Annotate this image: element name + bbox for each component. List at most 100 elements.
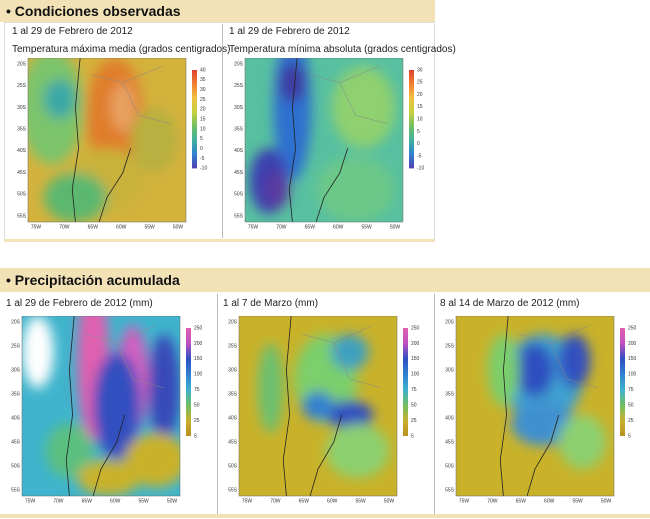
- lat-label: 55S: [445, 487, 455, 493]
- colorbar-label: 25: [194, 418, 200, 424]
- lon-label: 75W: [242, 498, 253, 504]
- colorbar-label: 100: [411, 372, 420, 378]
- lat-label: 20S: [234, 61, 244, 67]
- lon-label: 50W: [167, 498, 178, 504]
- map-fields: [487, 334, 607, 469]
- field: [516, 343, 554, 397]
- colorbar-label: 30: [417, 67, 423, 73]
- lon-label: 60W: [116, 224, 127, 230]
- field: [302, 391, 334, 421]
- map-fields: [249, 58, 396, 222]
- colorbar-label: 250: [628, 325, 637, 331]
- panel: 8 al 14 de Marzo de 2012 (mm) 20S 25S 30S 35…: [434, 294, 650, 514]
- lat-label: 25S: [234, 83, 244, 89]
- panel-subtitle: Temperatura mínima absoluta (grados cent…: [229, 44, 456, 55]
- colorbar-label: 35: [200, 77, 206, 83]
- colorbar-label: 15: [200, 117, 206, 123]
- lon-label: 70W: [276, 224, 287, 230]
- section-header: • Precipitación acumulada: [0, 268, 650, 292]
- lat-label: 45S: [11, 439, 21, 445]
- lon-label: 55W: [355, 498, 366, 504]
- panel-date: 1 al 29 de Febrero de 2012 (mm): [6, 298, 153, 309]
- map-fields: [257, 334, 390, 478]
- lon-label: 75W: [248, 224, 259, 230]
- lat-label: 25S: [228, 343, 238, 349]
- colorbar-label: 50: [194, 402, 200, 408]
- lat-label: 50S: [228, 463, 238, 469]
- lat-label: 30S: [17, 105, 27, 111]
- coastline: [71, 58, 132, 222]
- lon-label: 50W: [601, 498, 612, 504]
- colorbar-label: 20: [417, 92, 423, 98]
- colorbar-label: -10: [200, 166, 207, 172]
- colorbar: [409, 70, 414, 169]
- map-image: [28, 58, 186, 222]
- map-frame: [455, 316, 615, 497]
- lat-label: 35S: [11, 391, 21, 397]
- colorbar-label: 200: [194, 341, 203, 347]
- lon-label: 65W: [305, 224, 316, 230]
- panel: 1 al 29 de Febrero de 2012 Temperatura má…: [6, 22, 230, 240]
- colorbar-label: 5: [411, 433, 414, 439]
- colorbar-label: 50: [628, 402, 634, 408]
- map-image: [456, 316, 614, 496]
- lat-label: 55S: [228, 487, 238, 493]
- lon-label: 70W: [53, 498, 64, 504]
- field: [511, 402, 575, 446]
- lon-label: 60W: [333, 224, 344, 230]
- lat-label: 50S: [445, 463, 455, 469]
- lat-label: 20S: [445, 319, 455, 325]
- field: [93, 352, 141, 460]
- lon-label: 70W: [59, 224, 70, 230]
- lat-label: 55S: [17, 213, 27, 219]
- field: [279, 62, 306, 103]
- divider: [217, 294, 218, 516]
- lat-label: 30S: [234, 105, 244, 111]
- lat-label: 40S: [17, 148, 27, 154]
- colorbar: [192, 70, 197, 169]
- colorbar: [186, 328, 191, 436]
- colorbar-label: -10: [417, 166, 424, 172]
- colorbar-label: 25: [628, 418, 634, 424]
- colorbar-label: 20: [200, 107, 206, 113]
- lon-label: 55W: [144, 224, 155, 230]
- field: [558, 415, 607, 469]
- colorbar-label: 250: [411, 325, 420, 331]
- field: [130, 107, 179, 173]
- panel: 1 al 29 de Febrero de 2012 Temperatura mí…: [223, 22, 456, 240]
- colorbar-label: 150: [194, 356, 203, 362]
- colorbar-label: 5: [200, 136, 203, 142]
- colorbar-label: 200: [628, 341, 637, 347]
- colorbar-label: 75: [628, 387, 634, 393]
- lat-label: 40S: [11, 415, 21, 421]
- field: [558, 334, 591, 388]
- lat-label: 25S: [11, 343, 21, 349]
- field: [316, 156, 396, 222]
- colorbar-label: 10: [417, 117, 423, 123]
- lat-label: 40S: [234, 148, 244, 154]
- lon-label: 50W: [390, 224, 401, 230]
- lat-label: 25S: [17, 83, 27, 89]
- colorbar-label: 75: [411, 387, 417, 393]
- map: 20S 25S 30S 35S 40S 45S 50S 55S 75W 70W 65W 60W 55W 5…: [17, 58, 207, 230]
- colorbar: [620, 328, 625, 436]
- lat-label: 30S: [445, 367, 455, 373]
- colorbar-label: 250: [194, 325, 203, 331]
- lon-label: 55W: [572, 498, 583, 504]
- borders: [91, 65, 171, 124]
- colorbar-label: 0: [200, 146, 203, 152]
- field: [325, 400, 374, 430]
- lon-label: 50W: [384, 498, 395, 504]
- section-title: Precipitación acumulada: [14, 272, 180, 288]
- field: [110, 82, 136, 132]
- colorbar-label: 25: [417, 80, 423, 86]
- lon-label: 60W: [544, 498, 555, 504]
- lon-label: 65W: [88, 224, 99, 230]
- colorbar-label: 40: [200, 67, 206, 73]
- lat-label: 45S: [234, 170, 244, 176]
- coastline: [288, 58, 349, 222]
- field: [263, 169, 290, 209]
- lon-label: 50W: [173, 224, 184, 230]
- map: 20S 25S 30S 35S 40S 45S 50S 55S 75W 70W 65W 60W 55W 5…: [11, 316, 203, 504]
